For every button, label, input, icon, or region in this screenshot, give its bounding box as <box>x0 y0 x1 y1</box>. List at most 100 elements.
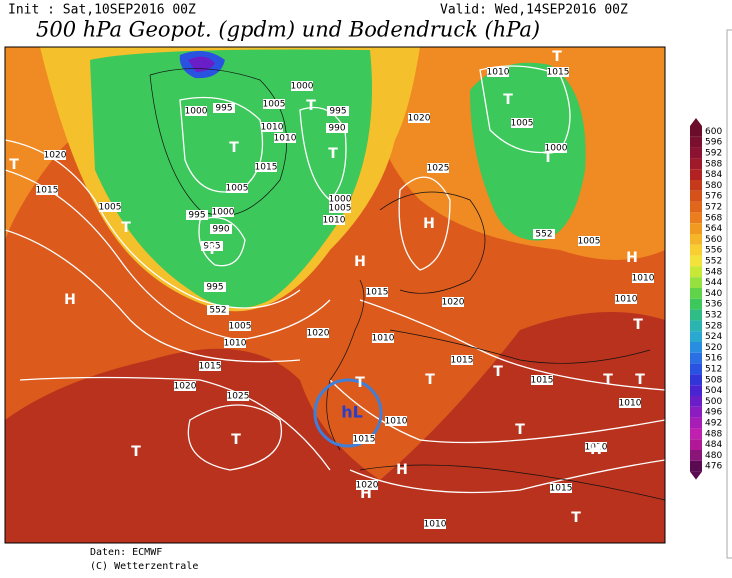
legend-label: 592 <box>705 149 722 159</box>
isobar-label: 1005 <box>329 204 352 214</box>
isobar-label-bg <box>424 519 446 529</box>
isobar-label-bg <box>578 236 600 246</box>
pressure-center: T <box>207 242 217 258</box>
isobar-label: 995 <box>206 283 223 293</box>
isobar-label-bg <box>585 442 607 452</box>
isobar-label: 1010 <box>619 399 642 409</box>
legend-label: 532 <box>705 311 722 321</box>
legend-swatch <box>690 406 702 418</box>
legend-label: 492 <box>705 419 722 429</box>
isobar-label-bg <box>263 99 285 109</box>
pressure-center: T <box>552 49 562 65</box>
legend-swatch <box>690 460 702 472</box>
pressure-center: H <box>626 250 638 266</box>
isobar-label-bg <box>210 224 232 234</box>
isobar-label: 1000 <box>185 107 208 117</box>
legend-label: 536 <box>705 300 722 310</box>
low-core-inner <box>188 56 215 72</box>
legend-label: 560 <box>705 235 722 245</box>
legend-swatch <box>690 136 702 148</box>
isobar-label-bg <box>487 67 509 77</box>
pressure-center: T <box>306 98 316 114</box>
legend-label: 500 <box>705 397 722 407</box>
side-panel <box>726 29 732 559</box>
pressure-center: T <box>9 157 19 173</box>
isobar-label-bg <box>326 123 348 133</box>
isobar-label-bg <box>329 203 351 213</box>
isobar-label-bg <box>291 81 313 91</box>
legend-label: 588 <box>705 159 722 169</box>
isobar-label-bg <box>199 361 221 371</box>
legend-swatch <box>690 158 702 170</box>
isobar-label: 1010 <box>615 295 638 305</box>
isobar-label: 1000 <box>212 208 235 218</box>
isobar-label: 1025 <box>427 164 450 174</box>
highlight-circle <box>313 378 383 448</box>
isobar-label: 1020 <box>442 298 465 308</box>
legend-label: 580 <box>705 181 722 191</box>
isobar-label: 995 <box>215 104 232 114</box>
isobar-label-bg <box>44 150 66 160</box>
isobar-label-bg <box>224 338 246 348</box>
pressure-center: T <box>121 220 131 236</box>
isobar-label: 1010 <box>323 216 346 226</box>
isobar-label-bg <box>615 294 637 304</box>
pressure-center: T <box>515 422 525 438</box>
isobar-label-bg <box>327 106 349 116</box>
isobar-label-bg <box>204 282 226 292</box>
legend-swatch <box>690 439 702 450</box>
isobar-label: 1005 <box>99 203 122 213</box>
legend-swatch <box>690 266 702 278</box>
isobar-label: 1020 <box>44 151 67 161</box>
isobar-label-bg <box>227 391 249 401</box>
legend-swatch <box>690 169 702 180</box>
pressure-center: T <box>543 150 553 166</box>
isobars <box>5 65 665 494</box>
isobar-label-bg <box>323 215 345 225</box>
isobar-label-bg <box>201 241 223 251</box>
legend-bottom-arrow <box>690 471 702 480</box>
pressure-center: T <box>355 375 365 391</box>
isobar-label: 1015 <box>366 288 389 298</box>
isobar-label-bg <box>547 67 569 77</box>
low-greenland <box>90 49 372 308</box>
legend-swatch <box>690 190 702 202</box>
isobar-label: 1000 <box>291 82 314 92</box>
isobar-label: 1005 <box>226 184 249 194</box>
legend-swatch <box>690 374 702 386</box>
isobar-label: 990 <box>212 225 229 235</box>
legend-label: 476 <box>705 462 722 472</box>
legend-label: 552 <box>705 257 722 267</box>
isobar-label: 1005 <box>229 322 252 332</box>
pressure-center: T <box>229 140 239 156</box>
legend-swatch <box>690 201 702 213</box>
isobar-label-bg <box>255 162 277 172</box>
legend-swatch <box>690 363 702 375</box>
legend-label: 596 <box>705 138 722 148</box>
pressure-center: H <box>423 216 435 232</box>
isobar-label: 1015 <box>550 484 573 494</box>
legend-label: 548 <box>705 267 722 277</box>
isobar-label-bg <box>356 480 378 490</box>
legend-swatch <box>690 277 702 288</box>
isobar-label-bg <box>632 273 654 283</box>
isobar-label: 1010 <box>372 334 395 344</box>
legend-label: 480 <box>705 451 722 461</box>
isobar-label: 995 <box>188 211 205 221</box>
isobar-label: 1020 <box>356 481 379 491</box>
legend-label: 516 <box>705 354 722 364</box>
pressure-center: T <box>131 444 141 460</box>
pressure-center: H <box>360 486 372 502</box>
legend-label: 496 <box>705 408 722 418</box>
annotation-label: hL <box>341 403 363 422</box>
pressure-center: H <box>354 254 366 270</box>
legend-label: 584 <box>705 170 722 180</box>
isobar-label-bg <box>261 122 283 132</box>
isobar-label-bg <box>385 416 407 426</box>
legend-swatch <box>690 288 702 299</box>
pressure-center: T <box>493 364 503 380</box>
isobar-label-bg <box>533 229 555 239</box>
isobar-label: 1015 <box>451 356 474 366</box>
